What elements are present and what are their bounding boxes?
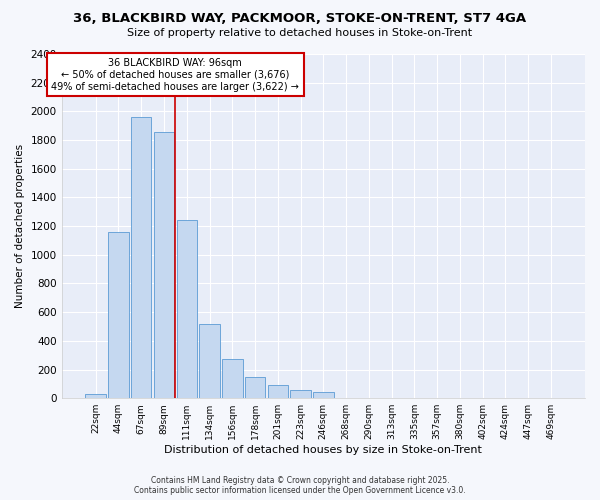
Text: Contains HM Land Registry data © Crown copyright and database right 2025.
Contai: Contains HM Land Registry data © Crown c… xyxy=(134,476,466,495)
Bar xyxy=(245,376,265,398)
Bar xyxy=(199,324,220,398)
Bar xyxy=(154,132,174,398)
Bar xyxy=(268,386,288,398)
Bar xyxy=(290,390,311,398)
Bar xyxy=(313,392,334,398)
Bar xyxy=(176,220,197,398)
Bar xyxy=(85,394,106,398)
Text: Size of property relative to detached houses in Stoke-on-Trent: Size of property relative to detached ho… xyxy=(127,28,473,38)
Bar xyxy=(108,232,129,398)
Bar xyxy=(222,359,242,398)
Text: 36 BLACKBIRD WAY: 96sqm
← 50% of detached houses are smaller (3,676)
49% of semi: 36 BLACKBIRD WAY: 96sqm ← 50% of detache… xyxy=(52,58,299,92)
Y-axis label: Number of detached properties: Number of detached properties xyxy=(15,144,25,308)
X-axis label: Distribution of detached houses by size in Stoke-on-Trent: Distribution of detached houses by size … xyxy=(164,445,482,455)
Bar xyxy=(131,117,151,398)
Text: 36, BLACKBIRD WAY, PACKMOOR, STOKE-ON-TRENT, ST7 4GA: 36, BLACKBIRD WAY, PACKMOOR, STOKE-ON-TR… xyxy=(73,12,527,26)
